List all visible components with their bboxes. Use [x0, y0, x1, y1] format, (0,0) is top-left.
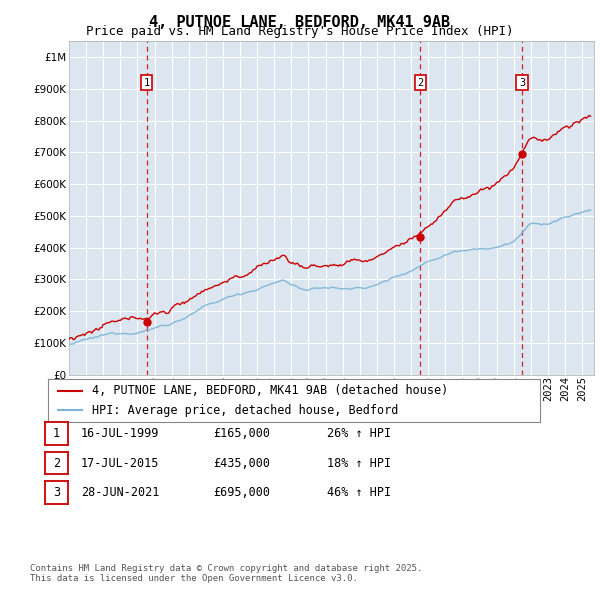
Text: 2: 2 [417, 77, 424, 87]
Text: 28-JUN-2021: 28-JUN-2021 [81, 486, 160, 499]
Text: 4, PUTNOE LANE, BEDFORD, MK41 9AB (detached house): 4, PUTNOE LANE, BEDFORD, MK41 9AB (detac… [92, 384, 449, 397]
Text: 4, PUTNOE LANE, BEDFORD, MK41 9AB: 4, PUTNOE LANE, BEDFORD, MK41 9AB [149, 15, 451, 30]
Text: £695,000: £695,000 [213, 486, 270, 499]
Text: HPI: Average price, detached house, Bedford: HPI: Average price, detached house, Bedf… [92, 404, 398, 417]
Text: 18% ↑ HPI: 18% ↑ HPI [327, 457, 391, 470]
Text: £435,000: £435,000 [213, 457, 270, 470]
Text: 16-JUL-1999: 16-JUL-1999 [81, 427, 160, 440]
Text: Price paid vs. HM Land Registry's House Price Index (HPI): Price paid vs. HM Land Registry's House … [86, 25, 514, 38]
Text: 3: 3 [519, 77, 525, 87]
Text: This data is licensed under the Open Government Licence v3.0.: This data is licensed under the Open Gov… [30, 574, 358, 583]
Text: 3: 3 [53, 486, 60, 499]
Text: 1: 1 [143, 77, 150, 87]
Text: 2: 2 [53, 457, 60, 470]
Text: 17-JUL-2015: 17-JUL-2015 [81, 457, 160, 470]
Text: 26% ↑ HPI: 26% ↑ HPI [327, 427, 391, 440]
Text: 1: 1 [53, 427, 60, 440]
Text: £165,000: £165,000 [213, 427, 270, 440]
Text: Contains HM Land Registry data © Crown copyright and database right 2025.: Contains HM Land Registry data © Crown c… [30, 565, 422, 573]
Text: 46% ↑ HPI: 46% ↑ HPI [327, 486, 391, 499]
